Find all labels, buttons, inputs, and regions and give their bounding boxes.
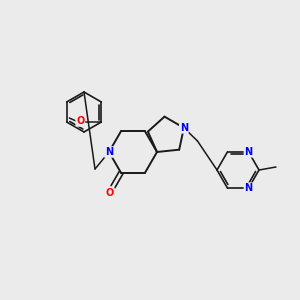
Text: O: O xyxy=(76,116,84,126)
Text: N: N xyxy=(105,147,113,157)
Text: N: N xyxy=(244,183,253,193)
Text: N: N xyxy=(244,147,253,157)
Text: N: N xyxy=(180,123,188,133)
Text: O: O xyxy=(105,188,114,198)
